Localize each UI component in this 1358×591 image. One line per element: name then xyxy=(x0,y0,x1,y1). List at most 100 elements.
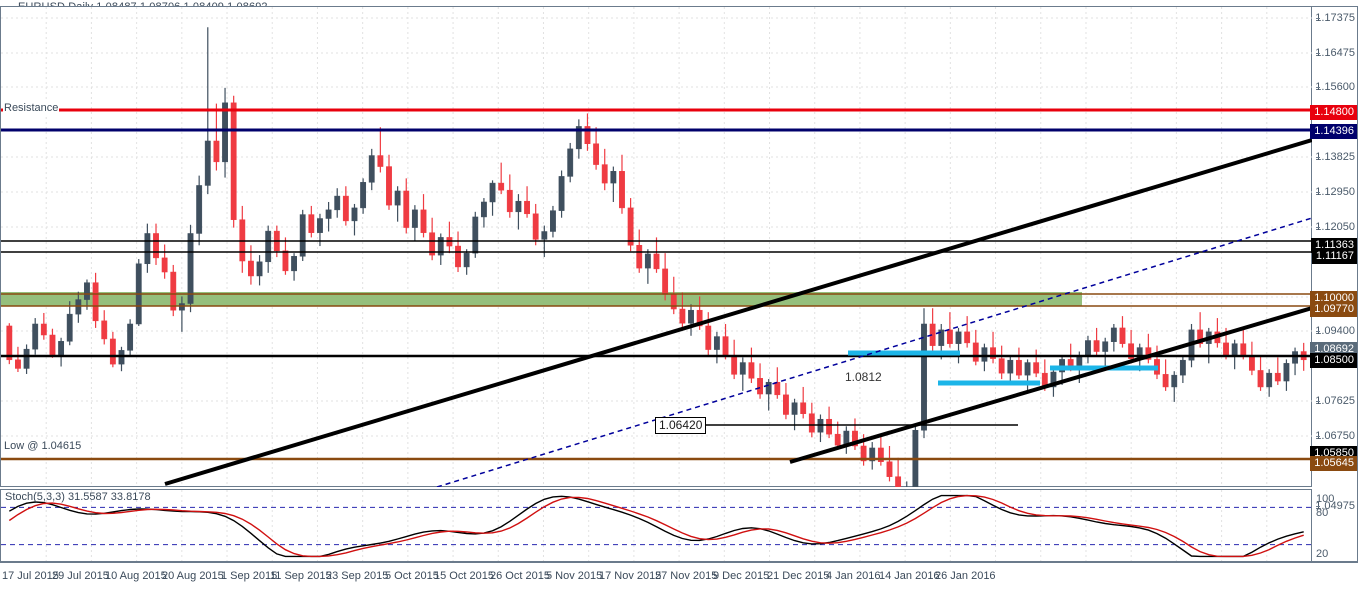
candle-body xyxy=(877,447,884,462)
trendline-lower-main[interactable] xyxy=(164,138,1312,486)
stoch-tick-label: 100 xyxy=(1316,493,1335,505)
price-tick-mark xyxy=(1316,53,1320,54)
candle-body xyxy=(653,253,660,270)
candle-body xyxy=(144,233,151,265)
candle-body xyxy=(153,233,159,259)
candle-body xyxy=(351,207,358,222)
candle-body xyxy=(532,213,539,240)
candle-body xyxy=(256,261,263,277)
price-tag-114396[interactable]: 1.14396 xyxy=(1310,124,1357,139)
candle-body xyxy=(550,210,556,232)
candle-body xyxy=(705,325,712,350)
price-tick-label: 1.06750 xyxy=(1315,430,1355,442)
candle-body xyxy=(32,323,39,350)
candle-body xyxy=(593,143,600,165)
resistance-label[interactable]: Resistance xyxy=(3,102,60,114)
candle-body xyxy=(558,176,565,211)
candle-body xyxy=(800,402,807,414)
candle-body xyxy=(127,323,134,351)
price-tick-label: 1.07625 xyxy=(1315,395,1355,407)
candle-body xyxy=(1024,362,1031,376)
candle-body xyxy=(325,209,332,219)
date-label: 17 Jul 2015 xyxy=(2,570,59,582)
candle-body xyxy=(213,140,220,163)
candle-body xyxy=(938,329,945,346)
candle-body xyxy=(783,394,789,415)
date-label: 17 Nov 2015 xyxy=(599,570,662,582)
candle-body xyxy=(411,209,418,228)
candle-body xyxy=(946,329,953,344)
price-tick-label: 1.13825 xyxy=(1315,151,1355,163)
candle-body xyxy=(308,214,315,233)
candle-body xyxy=(1162,374,1169,388)
price-tag-111167[interactable]: 1.11167 xyxy=(1311,249,1357,264)
price-tick-mark xyxy=(1316,401,1320,402)
low-label[interactable]: Low @ 1.04615 xyxy=(3,440,83,452)
candle-body xyxy=(972,342,979,362)
price-tick-mark xyxy=(1316,506,1320,507)
date-label: 26 Jan 2016 xyxy=(935,570,996,582)
candle-body xyxy=(964,331,971,344)
zone-group xyxy=(1,292,1082,306)
candle-body xyxy=(765,381,772,395)
candle-body xyxy=(627,207,634,246)
candle-body xyxy=(1240,343,1247,356)
candle-body xyxy=(109,338,116,365)
candle-body xyxy=(342,195,349,222)
candle-body xyxy=(808,413,815,433)
candle-body xyxy=(1085,340,1091,356)
price-tick-mark xyxy=(1316,192,1320,193)
candle-body xyxy=(360,182,367,209)
candle-body xyxy=(696,309,703,327)
supply-zone xyxy=(1,292,1082,306)
price-tick-mark xyxy=(1316,227,1320,228)
candle-body xyxy=(679,308,686,324)
date-label: 9 Dec 2015 xyxy=(713,570,770,582)
candle-body xyxy=(1248,355,1255,371)
candle-body xyxy=(196,185,203,234)
candle-body xyxy=(774,381,781,396)
candle-body xyxy=(1223,342,1229,356)
candle-body xyxy=(506,189,513,213)
candle-body xyxy=(662,268,669,295)
date-label: 21 Dec 2015 xyxy=(767,570,830,582)
candle-body xyxy=(15,359,21,369)
candle-body xyxy=(1274,372,1281,382)
candle-body xyxy=(1110,327,1117,342)
candle-body xyxy=(23,348,30,369)
price-tag-109770[interactable]: 1.09770 xyxy=(1310,302,1357,317)
time-axis[interactable]: 17 Jul 2015 29 Jul 2015 10 Aug 2015 20 Aug … xyxy=(0,562,1358,591)
candle-body xyxy=(541,231,548,240)
candle-body xyxy=(584,126,591,144)
candle-body xyxy=(610,171,617,184)
candles-group xyxy=(6,27,1307,487)
candle-body xyxy=(1007,359,1014,374)
trendline-lower-second[interactable] xyxy=(789,306,1312,464)
candle-body xyxy=(791,402,798,415)
candle-body xyxy=(40,323,47,336)
candle-body xyxy=(1292,351,1298,364)
candle-body xyxy=(860,445,867,462)
price-box-106420[interactable]: 1.06420 xyxy=(655,417,707,434)
candle-body xyxy=(265,230,272,263)
candle-body xyxy=(636,245,643,269)
candle-body xyxy=(282,250,289,272)
date-label: 5 Nov 2015 xyxy=(546,570,603,582)
price-tag-105645[interactable]: 1.05645 xyxy=(1310,456,1357,471)
stochastic-pane[interactable] xyxy=(0,489,1312,562)
candle-body xyxy=(1197,329,1204,344)
candle-body xyxy=(998,358,1005,374)
date-label: 11 Sep 2015 xyxy=(270,570,332,582)
candle-body xyxy=(670,294,677,310)
candle-body xyxy=(739,362,746,375)
price-tag-114800[interactable]: 1.14800 xyxy=(1310,105,1357,120)
candle-body xyxy=(187,233,194,304)
candle-body xyxy=(1015,359,1022,376)
date-label: 4 Jan 2016 xyxy=(826,570,881,582)
price-tag-108500[interactable]: 1.08500 xyxy=(1310,353,1357,368)
candle-body xyxy=(429,232,436,256)
candle-body xyxy=(524,200,530,215)
price-text-10812[interactable]: 1.0812 xyxy=(845,370,882,384)
